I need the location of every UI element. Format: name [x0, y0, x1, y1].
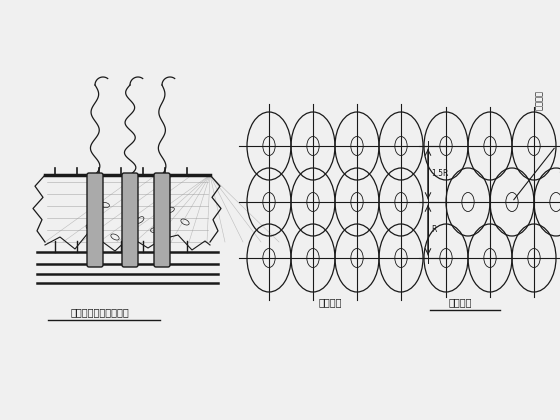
- Text: 途式排列: 途式排列: [535, 90, 544, 110]
- FancyBboxPatch shape: [122, 173, 138, 267]
- Text: 底板混凝土振据示意图: 底板混凝土振据示意图: [71, 307, 129, 317]
- FancyBboxPatch shape: [154, 173, 170, 267]
- Text: 插点排列: 插点排列: [448, 297, 472, 307]
- Text: 行式排列: 行式排列: [318, 297, 342, 307]
- Text: 1.5R: 1.5R: [559, 160, 560, 178]
- Text: 1.5R: 1.5R: [431, 170, 449, 178]
- FancyBboxPatch shape: [87, 173, 103, 267]
- Text: R: R: [431, 226, 436, 234]
